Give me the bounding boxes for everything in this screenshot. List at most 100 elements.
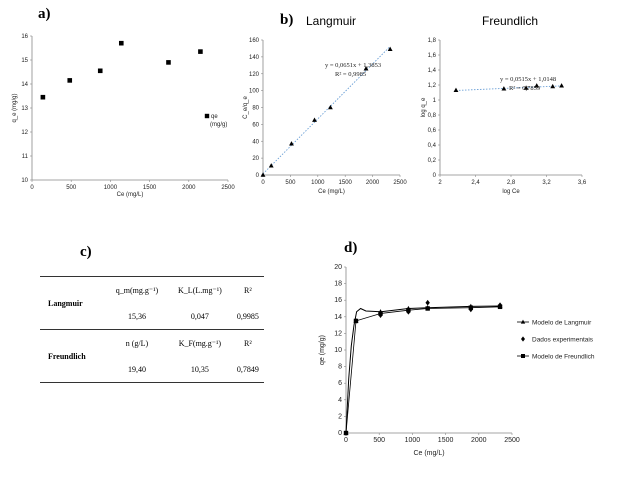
- y-tick-label: 14: [334, 314, 342, 321]
- x-tick-label: 2,4: [471, 180, 480, 186]
- y-tick-label: 20: [334, 264, 342, 271]
- parameters-table: Langmuir q_m(mg.g⁻¹) K_L(L.mg⁻¹) R² 15,3…: [40, 276, 264, 383]
- x-tick-label: 1000: [104, 185, 118, 191]
- y-tick-label: 6: [338, 380, 342, 387]
- y-tick-label: 40: [252, 139, 259, 145]
- y-tick-label: 0,6: [428, 128, 437, 134]
- legend-unit: (mg/g): [210, 122, 227, 128]
- x-tick-label: 2,8: [507, 180, 516, 186]
- y-tick-label: 16: [21, 34, 28, 40]
- y-tick-label: 2: [338, 413, 342, 420]
- x-tick-label: 500: [373, 437, 385, 444]
- x-tick-label: 0: [30, 185, 34, 191]
- trendline-r2: R² = 0,9985: [335, 71, 366, 78]
- data-point: [523, 85, 529, 90]
- table-header: q_m(mg.g⁻¹): [115, 285, 159, 295]
- data-point: [198, 49, 203, 54]
- table-header: R²: [244, 338, 252, 348]
- x-tick-label: 2000: [182, 185, 196, 191]
- square-point: [406, 307, 411, 313]
- y-tick-label: 1,2: [428, 83, 437, 89]
- data-point: [312, 117, 317, 122]
- x-tick-label: 3,2: [542, 180, 551, 186]
- y-tick-label: 0: [256, 173, 260, 179]
- x-tick-label: 1500: [339, 180, 353, 186]
- table-header: K_L(L.mg⁻¹): [178, 285, 222, 295]
- y-tick-label: 60: [252, 122, 259, 128]
- data-point: [501, 86, 507, 91]
- legend-label: Modelo de Freundlich: [532, 354, 595, 361]
- legend-marker: [521, 336, 525, 342]
- y-tick-label: 0,4: [428, 143, 437, 149]
- y-tick-label: 15: [21, 58, 28, 64]
- y-tick-label: 4: [338, 397, 342, 404]
- panel-c-letter: c): [80, 244, 92, 260]
- y-tick-label: 160: [249, 38, 260, 44]
- legend-marker: [204, 113, 210, 119]
- square-point: [378, 311, 383, 316]
- x-tick-label: 2: [438, 180, 442, 186]
- x-tick-label: 3,6: [578, 180, 587, 186]
- data-point: [166, 60, 171, 65]
- data-point: [327, 104, 333, 110]
- trendline: [455, 85, 562, 91]
- y-tick-label: 16: [334, 297, 342, 304]
- langmuir-model-curve: [345, 305, 501, 434]
- trendline-r2: R² = 0,7859: [509, 85, 540, 92]
- data-point: [559, 83, 565, 88]
- data-point: [387, 46, 393, 52]
- x-tick-label: 2500: [393, 180, 407, 186]
- x-tick-label: 0: [344, 437, 348, 444]
- y-tick-label: 0,8: [428, 113, 437, 119]
- y-tick-label: 14: [21, 82, 28, 88]
- chart-b-langmuir: 0 20 40 60 80 100 120 140 160 0 500 1000 1500 2000 250…: [243, 38, 407, 195]
- data-point: [268, 163, 274, 168]
- data-point: [289, 141, 294, 146]
- legend-label: Modelo de Langmuir: [532, 320, 592, 327]
- x-axis-label: Ce (mg/L): [318, 189, 345, 195]
- x-tick-label: 500: [285, 180, 296, 186]
- y-tick-label: 12: [21, 130, 28, 136]
- freundlich-model-curve: [345, 306, 501, 434]
- x-tick-label: 1000: [311, 180, 325, 186]
- y-axis-label: log q_e: [421, 97, 427, 117]
- y-tick-label: 0: [433, 173, 437, 179]
- y-tick-label: 8: [338, 364, 342, 371]
- square-point: [425, 306, 430, 311]
- x-tick-label: 1500: [438, 437, 454, 444]
- panel-d-letter: d): [344, 240, 358, 256]
- data-point: [550, 83, 556, 89]
- chart-d: 0 2 4 6 8 10 12 14 16 18 20 0 500 1000 1500 2000 2500 Ce …: [319, 264, 595, 457]
- langmuir-title: Langmuir: [306, 14, 357, 28]
- data-point: [118, 40, 124, 46]
- table-header: R²: [244, 285, 252, 295]
- y-tick-label: 12: [334, 330, 342, 337]
- x-tick-label: 0: [261, 180, 265, 186]
- y-tick-label: 18: [334, 281, 342, 288]
- y-tick-label: 1,4: [428, 68, 437, 74]
- x-tick-label: 500: [66, 185, 77, 191]
- x-tick-label: 1500: [143, 185, 157, 191]
- x-tick-label: 1000: [405, 437, 421, 444]
- panel-b-letter: b): [280, 12, 294, 28]
- y-tick-label: 11: [22, 154, 29, 160]
- chart-b-freundlich: 0 0,2 0,4 0,6 0,8 1 1,2 1,4 1,6 1,8 2 2,4 2,8 3,2 3,6 l…: [421, 38, 587, 195]
- square-point: [497, 304, 503, 310]
- chart-a: 10 11 12 13 14 15 16 0 500 1000 1500 2000 2500 Ce (mg…: [12, 34, 235, 198]
- trendline-equation: y = 0,0651x + 1,3853: [325, 62, 381, 69]
- table-cell: 15,36: [127, 311, 146, 321]
- y-tick-label: 1,8: [428, 38, 437, 44]
- square-point: [353, 318, 359, 324]
- data-point: [97, 68, 103, 74]
- x-axis-label: Ce (mg/L): [117, 192, 144, 198]
- y-tick-label: 140: [249, 55, 260, 61]
- y-tick-label: 120: [249, 72, 260, 78]
- y-axis-label: qe (mg/g): [319, 335, 326, 365]
- x-axis-label: log Ce: [502, 189, 520, 195]
- table-cell: 10,35: [190, 364, 209, 374]
- legend-label: Dados experimentais: [532, 337, 594, 344]
- table-header: K_F(mg.g⁻¹): [178, 338, 222, 348]
- y-tick-label: 1,6: [428, 53, 437, 59]
- panel-a-letter: a): [38, 6, 51, 22]
- y-axis-label: C_e/q_e: [243, 95, 249, 118]
